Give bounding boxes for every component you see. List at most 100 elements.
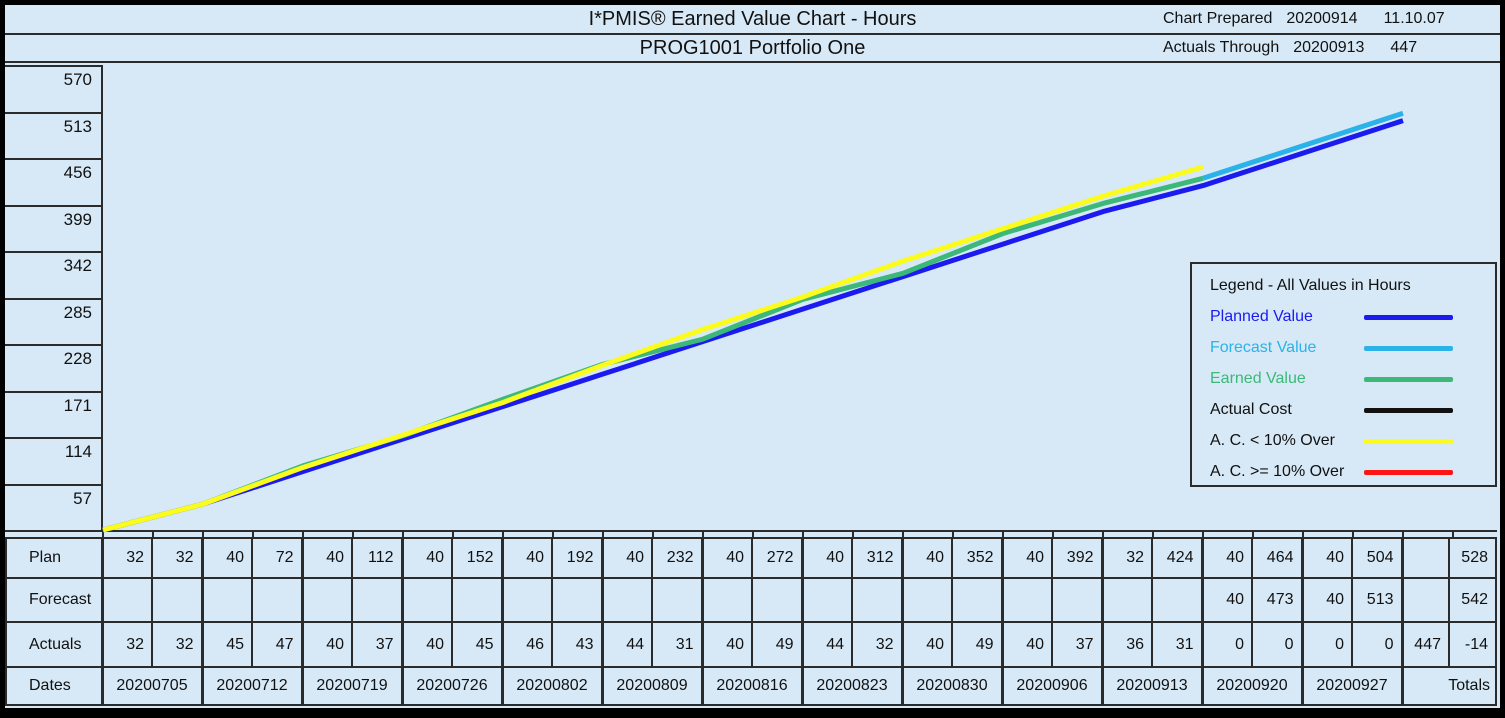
plan-cell: 464 xyxy=(1251,537,1303,579)
plan-cell: 40 xyxy=(1300,537,1353,579)
plan-cell: 40 xyxy=(400,537,453,579)
forecast-cell xyxy=(300,577,353,623)
actuals-cell: 40 xyxy=(400,621,453,668)
plan-cell: 40 xyxy=(600,537,653,579)
legend-item-actual-cost: Actual Cost xyxy=(1210,399,1453,421)
forecast-total-cell xyxy=(1400,577,1450,623)
date-cell: 20200816 xyxy=(700,666,803,706)
plan-cell: 32 xyxy=(1100,537,1153,579)
series-line-earned-value xyxy=(102,175,1204,533)
legend-label-actual-cost: Actual Cost xyxy=(1210,401,1292,418)
legend-swatch-earned-value xyxy=(1364,377,1453,382)
table-row-plan: Plan 32 32 40 72 40 112 40 152 40 192 40 232 40 272 40 3… xyxy=(5,537,1497,579)
legend-item-planned-value: Planned Value xyxy=(1210,306,1453,328)
plan-cell: 40 xyxy=(700,537,753,579)
chart-canvas: I*PMIS® Earned Value Chart - Hours Chart… xyxy=(5,5,1500,708)
forecast-cell xyxy=(100,577,153,623)
plan-cell: 40 xyxy=(1000,537,1053,579)
actuals-total-cell: 447 xyxy=(1400,621,1450,668)
actuals-cell: 36 xyxy=(1100,621,1153,668)
title-bar: I*PMIS® Earned Value Chart - Hours Chart… xyxy=(5,5,1500,35)
actuals-cell: 37 xyxy=(1051,621,1103,668)
plan-cell: 40 xyxy=(300,537,353,579)
y-axis-cell: 456 xyxy=(5,158,101,205)
totals-label-cell: Totals xyxy=(1400,666,1497,706)
legend-item-earned-value: Earned Value xyxy=(1210,368,1453,390)
legend-swatch-forecast-value xyxy=(1364,346,1453,351)
forecast-cell xyxy=(251,577,303,623)
legend-item-forecast-value: Forecast Value xyxy=(1210,337,1453,359)
date-cell: 20200927 xyxy=(1300,666,1403,706)
prepared-info: Chart Prepared 20200914 11.10.07 xyxy=(1163,5,1445,33)
y-axis-cell: 57 xyxy=(5,483,101,531)
actuals-cell: 40 xyxy=(300,621,353,668)
y-axis-cell: 285 xyxy=(5,297,101,345)
series-line-forecast-value xyxy=(1202,110,1404,181)
forecast-total-cell: 542 xyxy=(1448,577,1497,623)
forecast-cell xyxy=(651,577,703,623)
forecast-cell xyxy=(500,577,553,623)
forecast-cell xyxy=(1051,577,1103,623)
legend-label-ac-under-10: A. C. < 10% Over xyxy=(1210,432,1335,449)
actuals-through-value: 447 xyxy=(1390,39,1418,56)
date-cell: 20200712 xyxy=(200,666,303,706)
date-cell: 20200823 xyxy=(800,666,903,706)
legend-swatch-ac-under-10 xyxy=(1364,439,1453,444)
date-cell: 20200719 xyxy=(300,666,403,706)
plan-cell: 32 xyxy=(100,537,153,579)
legend-swatch-planned-value xyxy=(1364,315,1453,320)
plan-total-cell: 528 xyxy=(1448,537,1497,579)
actuals-total-cell: -14 xyxy=(1448,621,1497,668)
plan-cell: 40 xyxy=(500,537,553,579)
forecast-cell: 473 xyxy=(1251,577,1303,623)
actuals-through-info: Actuals Through 20200913 447 xyxy=(1163,35,1417,61)
forecast-cell xyxy=(751,577,803,623)
legend-box: Legend - All Values in Hours Planned Val… xyxy=(1190,262,1497,487)
y-axis-cell: 342 xyxy=(5,251,101,298)
forecast-cell: 40 xyxy=(1300,577,1353,623)
date-cell: 20200809 xyxy=(600,666,703,706)
table-row-forecast: Forecast 40 473 40 513 542 xyxy=(5,577,1497,623)
forecast-cell xyxy=(800,577,853,623)
row-label-forecast: Forecast xyxy=(5,577,104,623)
plan-total-cell xyxy=(1400,537,1450,579)
actuals-cell: 44 xyxy=(600,621,653,668)
legend-label-forecast-value: Forecast Value xyxy=(1210,339,1317,356)
actuals-cell: 0 xyxy=(1251,621,1303,668)
plan-cell: 352 xyxy=(951,537,1003,579)
actuals-cell: 32 xyxy=(151,621,203,668)
ev-data-table: Plan 32 32 40 72 40 112 40 152 40 192 40 232 40 272 40 3… xyxy=(5,537,1497,706)
actuals-cell: 0 xyxy=(1200,621,1253,668)
legend-swatch-ac-over-10 xyxy=(1364,470,1453,475)
actuals-cell: 49 xyxy=(751,621,803,668)
legend-label-earned-value: Earned Value xyxy=(1210,370,1306,387)
forecast-cell xyxy=(900,577,953,623)
forecast-cell: 40 xyxy=(1200,577,1253,623)
plan-cell: 112 xyxy=(351,537,403,579)
forecast-cell xyxy=(351,577,403,623)
actuals-cell: 47 xyxy=(251,621,303,668)
table-row-dates: Dates 20200705 20200712 20200719 20200726 202… xyxy=(5,666,1497,706)
actuals-cell: 43 xyxy=(551,621,603,668)
actuals-cell: 0 xyxy=(1351,621,1403,668)
plan-cell: 272 xyxy=(751,537,803,579)
y-axis: 570 513 456 399 342 285 228 171 114 57 xyxy=(5,65,103,532)
actuals-through-label: Actuals Through xyxy=(1163,39,1280,56)
actuals-cell: 37 xyxy=(351,621,403,668)
forecast-cell xyxy=(400,577,453,623)
plan-cell: 72 xyxy=(251,537,303,579)
plan-cell: 40 xyxy=(200,537,253,579)
forecast-cell: 513 xyxy=(1351,577,1403,623)
prepared-date: 20200914 xyxy=(1286,10,1358,27)
y-axis-cell: 114 xyxy=(5,437,101,484)
actuals-cell: 46 xyxy=(500,621,553,668)
y-axis-cell: 228 xyxy=(5,344,101,391)
plan-cell: 424 xyxy=(1151,537,1203,579)
forecast-cell xyxy=(1000,577,1053,623)
legend-label-ac-over-10: A. C. >= 10% Over xyxy=(1210,463,1345,480)
plan-cell: 32 xyxy=(151,537,203,579)
actuals-cell: 31 xyxy=(651,621,703,668)
forecast-cell xyxy=(551,577,603,623)
series-line-actual-cost-a-c-10-over-drawn-yellow xyxy=(102,164,1204,533)
